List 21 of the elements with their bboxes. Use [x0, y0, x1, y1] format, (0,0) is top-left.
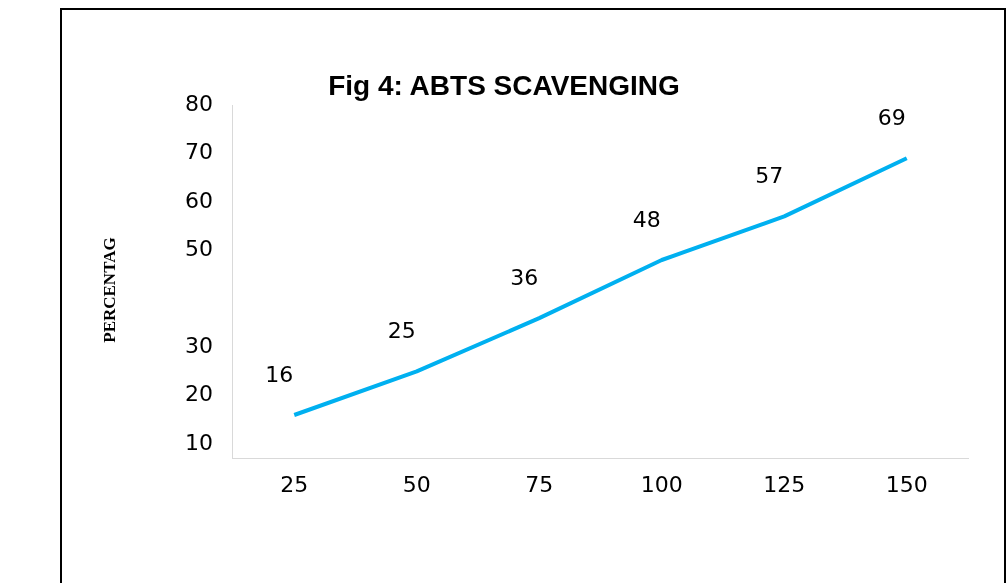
data-label: 25	[387, 318, 416, 344]
x-tick-label: 150	[885, 471, 928, 497]
data-label: 69	[877, 105, 906, 130]
data-label: 48	[632, 206, 661, 232]
x-tick-label: 125	[763, 471, 806, 497]
y-tick-label: 60	[184, 187, 213, 213]
x-tick-label: 100	[640, 471, 683, 497]
y-tick-label: 30	[184, 332, 213, 358]
y-tick-label: 20	[184, 381, 213, 407]
x-tick-label: 75	[525, 471, 554, 497]
y-axis-title: PERCENTAG	[100, 236, 120, 345]
x-tick-label: 50	[402, 471, 431, 497]
y-tick-label: 10	[184, 429, 213, 455]
y-tick-label: 50	[184, 236, 213, 262]
y-tick-label: 80	[184, 90, 213, 116]
data-label: 16	[265, 361, 294, 387]
data-label: 57	[755, 163, 784, 189]
chart-title: Fig 4: ABTS SCAVENGING	[328, 70, 680, 101]
x-tick-label: 25	[280, 471, 309, 497]
data-label: 36	[510, 264, 539, 290]
y-tick-label: 70	[184, 139, 213, 165]
